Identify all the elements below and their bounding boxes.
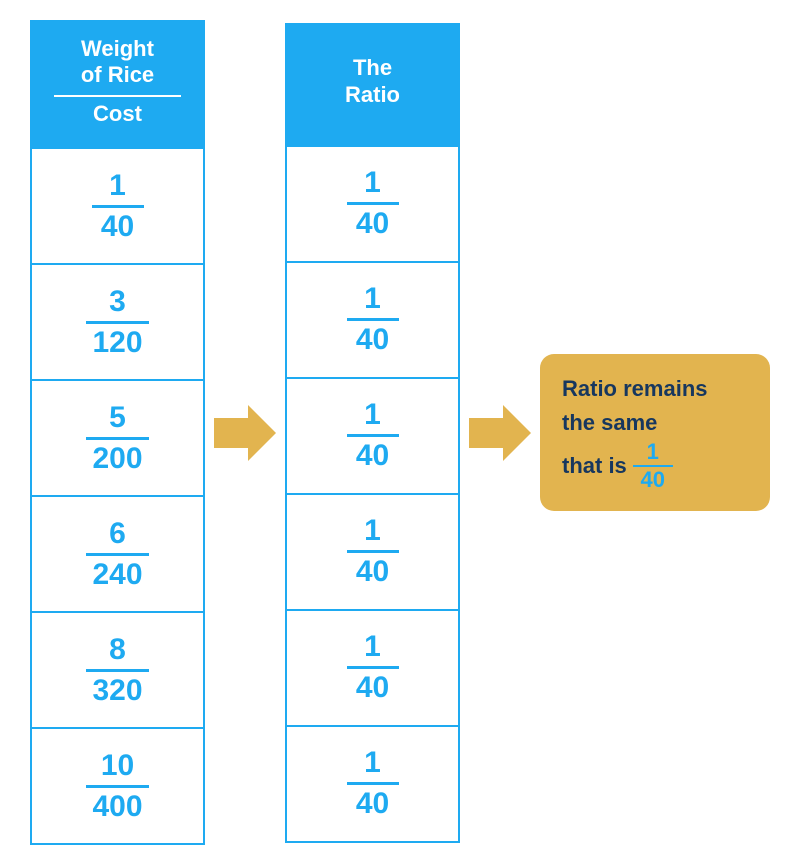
col2-cell: 1 40	[287, 261, 458, 377]
fraction: 1 40	[347, 516, 399, 587]
col2-cell: 1 40	[287, 145, 458, 261]
col2-cell: 1 40	[287, 377, 458, 493]
arrow-slot	[205, 405, 285, 461]
fraction-denominator: 40	[350, 785, 395, 819]
col1-header: Weight of Rice Cost	[32, 22, 203, 147]
fraction: 3 120	[86, 287, 148, 358]
fraction: 1 40	[347, 632, 399, 703]
fraction-numerator: 1	[358, 516, 387, 550]
fraction: 8 320	[86, 635, 148, 706]
col1-cell: 10 400	[32, 727, 203, 843]
fraction: 1 40	[347, 400, 399, 471]
col1-cell: 5 200	[32, 379, 203, 495]
col1-cell: 8 320	[32, 611, 203, 727]
fraction: 1 40	[347, 168, 399, 239]
callout-box: Ratio remains the same that is 1 40	[540, 354, 770, 511]
col2-header-line1: The	[353, 55, 392, 81]
fraction-numerator: 10	[95, 751, 140, 785]
fraction: 1 40	[347, 748, 399, 819]
fraction-denominator: 200	[86, 440, 148, 474]
fraction-denominator: 40	[350, 437, 395, 471]
fraction-numerator: 1	[641, 441, 665, 465]
fraction-denominator: 40	[350, 205, 395, 239]
col1-cell: 3 120	[32, 263, 203, 379]
fraction: 5 200	[86, 403, 148, 474]
col1-cell: 6 240	[32, 495, 203, 611]
fraction-numerator: 3	[103, 287, 132, 321]
fraction-numerator: 1	[103, 171, 132, 205]
col1-header-line3: Cost	[93, 101, 142, 127]
col1-header-line2: of Rice	[81, 62, 154, 88]
column-weight-cost: Weight of Rice Cost 1 40 3 120 5 200	[30, 20, 205, 845]
col2-header: The Ratio	[287, 25, 458, 145]
arrow-right-icon	[214, 405, 276, 461]
column-ratio: The Ratio 1 40 1 40 1 40	[285, 23, 460, 843]
fraction-denominator: 120	[86, 324, 148, 358]
callout-line3-prefix: that is	[562, 451, 627, 481]
col2-cell: 1 40	[287, 493, 458, 609]
fraction-denominator: 40	[635, 467, 671, 491]
col2-header-line2: Ratio	[345, 82, 400, 108]
callout-line1: Ratio remains	[562, 374, 748, 404]
diagram-root: Weight of Rice Cost 1 40 3 120 5 200	[0, 0, 801, 865]
arrow-right-icon	[469, 405, 531, 461]
fraction-denominator: 320	[86, 672, 148, 706]
fraction-numerator: 5	[103, 403, 132, 437]
fraction-numerator: 8	[103, 635, 132, 669]
fraction-numerator: 1	[358, 748, 387, 782]
fraction-denominator: 40	[350, 553, 395, 587]
fraction: 1 40	[92, 171, 144, 242]
arrow-slot	[460, 405, 540, 461]
fraction-denominator: 240	[86, 556, 148, 590]
col1-header-divider	[54, 95, 181, 97]
col2-cell: 1 40	[287, 609, 458, 725]
fraction: 1 40	[347, 284, 399, 355]
fraction-denominator: 400	[86, 788, 148, 822]
fraction-numerator: 1	[358, 168, 387, 202]
fraction-numerator: 1	[358, 400, 387, 434]
col2-cell: 1 40	[287, 725, 458, 841]
fraction-numerator: 1	[358, 284, 387, 318]
fraction: 1 40	[633, 441, 673, 491]
fraction-denominator: 40	[350, 669, 395, 703]
fraction: 10 400	[86, 751, 148, 822]
fraction-denominator: 40	[350, 321, 395, 355]
callout-line2: the same	[562, 408, 748, 438]
fraction-numerator: 1	[358, 632, 387, 666]
col1-cell: 1 40	[32, 147, 203, 263]
fraction: 6 240	[86, 519, 148, 590]
col1-header-line1: Weight	[81, 36, 154, 62]
fraction-denominator: 40	[95, 208, 140, 242]
callout-line3: that is 1 40	[562, 441, 748, 491]
fraction-numerator: 6	[103, 519, 132, 553]
